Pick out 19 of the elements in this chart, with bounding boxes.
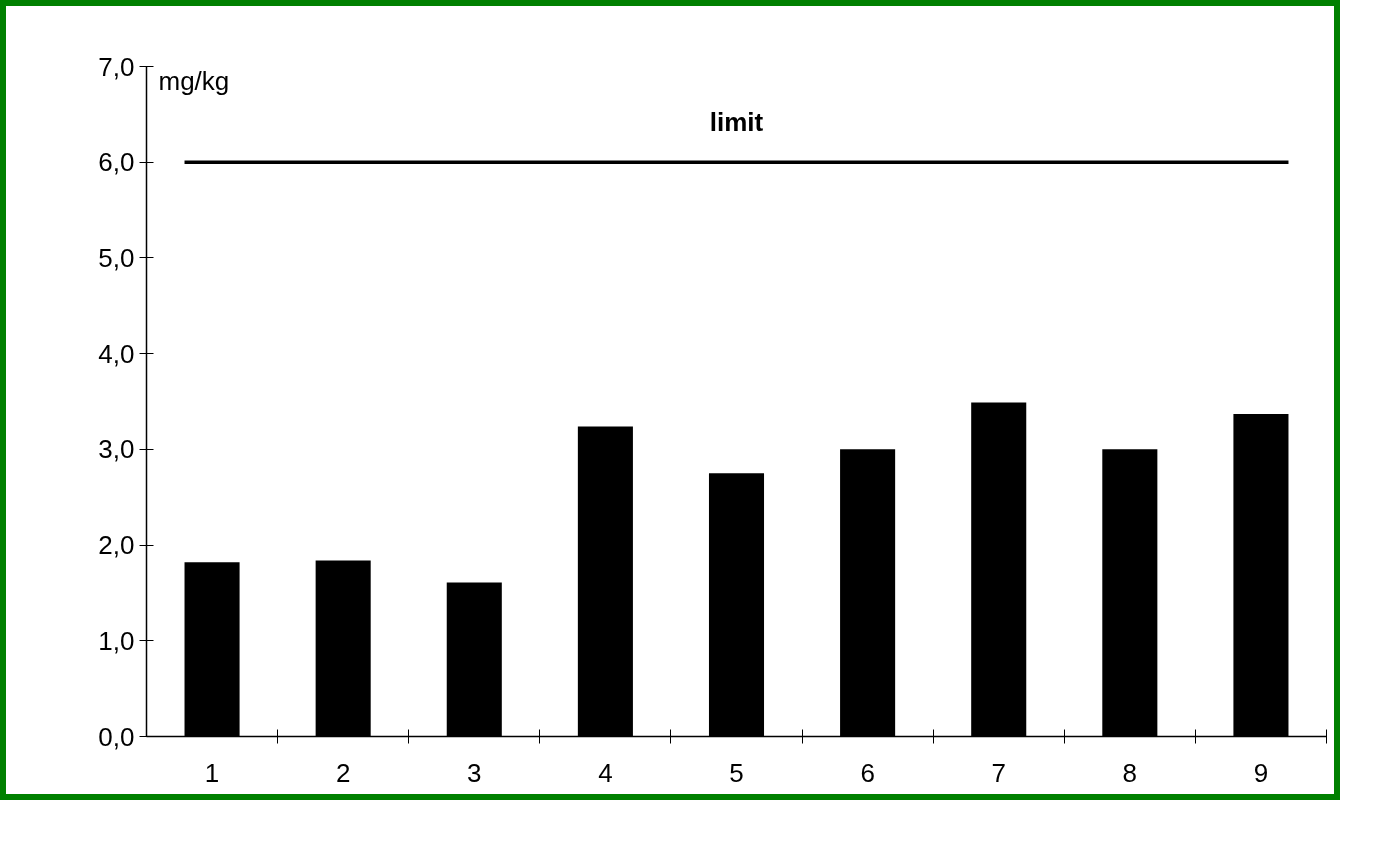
y-tick-label: 4,0: [98, 338, 135, 369]
y-tick-label: 6,0: [98, 147, 135, 178]
x-tick-label: 2: [335, 757, 351, 788]
y-tick-label: 1,0: [98, 625, 135, 656]
x-tick-label: 9: [1253, 757, 1269, 788]
x-tick-label: 7: [991, 757, 1006, 788]
x-tick-label: 5: [729, 757, 744, 788]
x-tick-label: 3: [467, 757, 482, 788]
y-axis-title: mg/kg: [158, 65, 230, 96]
y-tick-label: 5,0: [98, 242, 135, 273]
x-tick-label: 8: [1122, 757, 1138, 788]
y-tick-label: 2,0: [98, 530, 135, 561]
ref-line-label: limit: [709, 107, 764, 138]
y-tick-label: 3,0: [98, 434, 135, 465]
x-tick-label: 6: [860, 757, 875, 788]
x-tick-label: 4: [598, 757, 613, 788]
y-tick-label: 0,0: [98, 721, 135, 752]
y-tick-label: 7,0: [98, 51, 135, 82]
x-tick-label: 1: [204, 757, 220, 788]
